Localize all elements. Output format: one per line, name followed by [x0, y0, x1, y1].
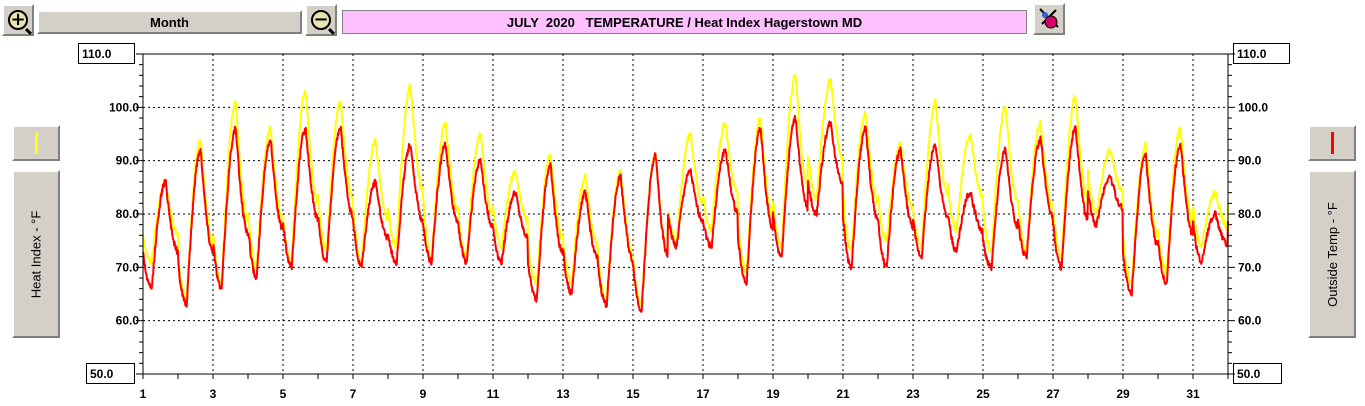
- left-y-tick-label: 100.0: [109, 100, 139, 114]
- left-axis-bottom-value: 50.0: [86, 363, 135, 384]
- paint-tool-icon: [1039, 8, 1059, 29]
- x-tick-label: 27: [1046, 387, 1060, 401]
- x-tick-label: 13: [556, 387, 570, 401]
- right-y-tick-label: 70.0: [1238, 260, 1262, 274]
- chart-title: JULY 2020 TEMPERATURE / Heat Index Hager…: [342, 10, 1027, 34]
- x-tick-label: 17: [696, 387, 710, 401]
- x-tick-label: 3: [210, 387, 217, 401]
- x-tick-label: 7: [350, 387, 357, 401]
- outside-temp-color-swatch: [1330, 132, 1334, 154]
- x-tick-label: 9: [420, 387, 427, 401]
- left-axis-title-button[interactable]: Heat Index - °F: [12, 170, 60, 338]
- left-y-tick-label: 80.0: [116, 207, 140, 221]
- heat-index-legend-button[interactable]: [12, 125, 60, 161]
- paint-tool-button[interactable]: [1033, 3, 1065, 35]
- x-tick-label: 21: [836, 387, 850, 401]
- chart-title-text: JULY 2020 TEMPERATURE / Heat Index Hager…: [506, 14, 863, 30]
- right-y-tick-label: 80.0: [1238, 207, 1262, 221]
- heat-index-line: [142, 73, 1229, 307]
- x-tick-label: 5: [280, 387, 287, 401]
- left-axis-top-value: 110.0: [78, 43, 135, 64]
- right-axis-top-value: 110.0: [1233, 43, 1290, 64]
- left-y-tick-label: 60.0: [116, 314, 140, 328]
- zoom-out-magnifier-icon: −: [311, 10, 331, 30]
- zoom-in-magnifier-icon: +: [8, 10, 28, 30]
- zoom-out-button[interactable]: −: [305, 4, 337, 36]
- outside-temp-legend-button[interactable]: [1308, 125, 1356, 161]
- right-axis-title-button[interactable]: Outside Temp - °F: [1308, 170, 1356, 338]
- x-tick-label: 23: [906, 387, 920, 401]
- x-tick-label: 25: [976, 387, 990, 401]
- left-y-tick-label: 70.0: [116, 260, 140, 274]
- heat-index-color-swatch: [34, 132, 38, 154]
- x-tick-label: 11: [487, 387, 500, 401]
- x-tick-label: 1: [140, 387, 147, 401]
- outside-temp-line: [142, 114, 1229, 313]
- right-y-tick-label: 90.0: [1238, 154, 1262, 168]
- period-select-button[interactable]: Month: [37, 10, 302, 34]
- right-y-tick-label: 60.0: [1238, 314, 1262, 328]
- x-tick-label: 29: [1116, 387, 1130, 401]
- plot-frame: [142, 53, 1229, 375]
- left-y-tick-label: 90.0: [116, 154, 140, 168]
- x-tick-label: 31: [1186, 387, 1200, 401]
- x-tick-label: 19: [766, 387, 780, 401]
- period-label: Month: [150, 14, 189, 30]
- zoom-in-button[interactable]: +: [2, 4, 34, 36]
- right-y-tick-label: 100.0: [1238, 100, 1268, 114]
- x-tick-label: 15: [626, 387, 640, 401]
